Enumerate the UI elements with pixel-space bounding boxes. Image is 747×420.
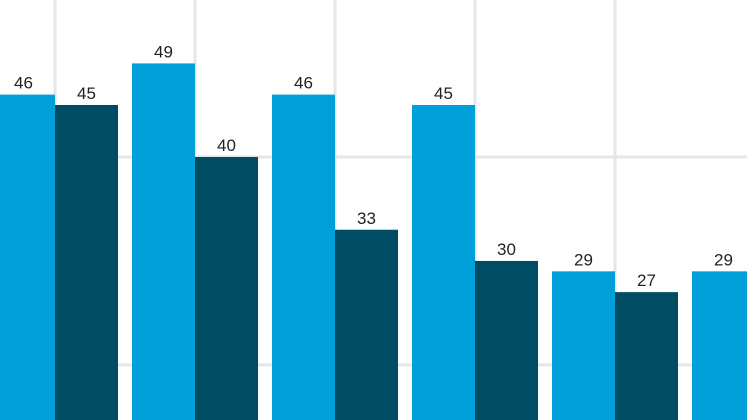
value-label: 29 (574, 250, 593, 269)
bar (0, 94, 55, 420)
bar (132, 63, 195, 420)
value-label: 33 (357, 209, 376, 228)
value-label: 49 (154, 42, 173, 61)
bar (692, 271, 747, 420)
value-label: 40 (217, 136, 236, 155)
bar (412, 105, 475, 420)
bar (272, 94, 335, 420)
bar (552, 271, 615, 420)
bar (335, 229, 398, 420)
bar (195, 156, 258, 420)
value-label: 45 (434, 84, 453, 103)
bar (615, 292, 678, 420)
bar (475, 260, 538, 420)
value-label: 29 (714, 250, 733, 269)
bar (55, 105, 118, 420)
value-label: 45 (77, 84, 96, 103)
value-label: 30 (497, 240, 516, 259)
value-label: 46 (294, 74, 313, 93)
value-label: 46 (14, 74, 33, 93)
value-label: 27 (637, 271, 656, 290)
